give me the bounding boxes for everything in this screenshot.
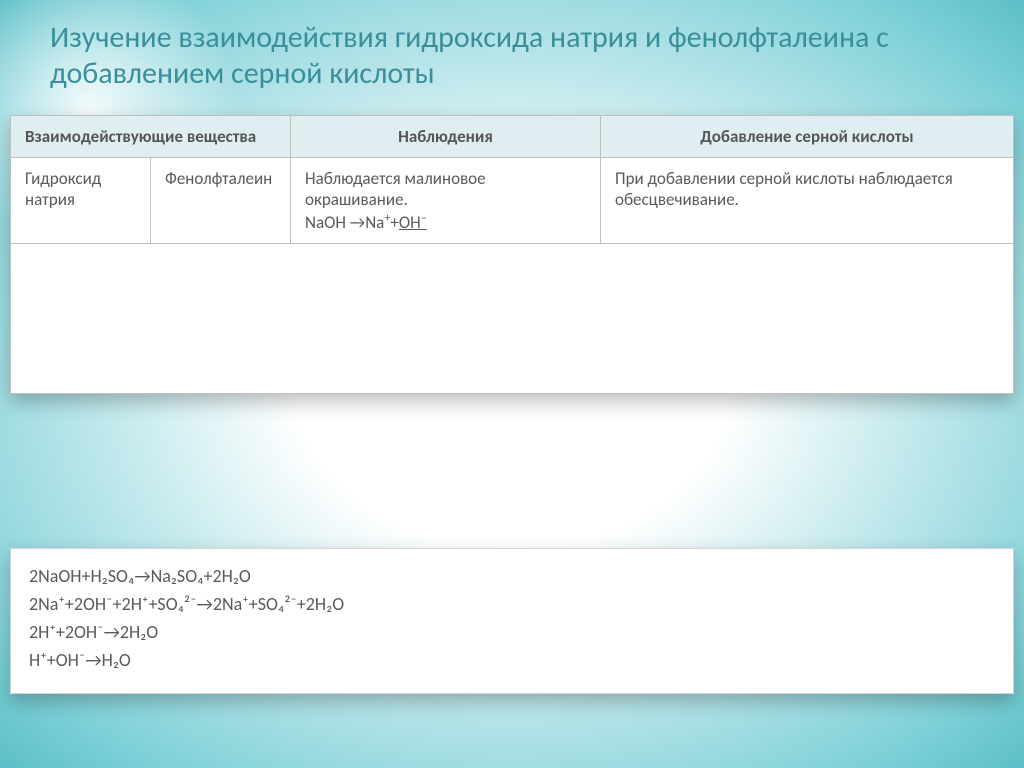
formula-box: 2NaOH+H₂SO₄→Na₂SO₄+2H₂O 2Na⁺+2OH⁻+2H⁺+SO… — [10, 548, 1014, 694]
formula-line-3: 2H⁺+2OH⁻→2H₂O — [29, 619, 995, 647]
formula-line-1: 2NaOH+H₂SO₄→Na₂SO₄+2H₂O — [29, 563, 995, 591]
observation-formula: NaOH →Na++OH– — [305, 212, 427, 233]
header-acid: Добавление серной кислоты — [601, 116, 1014, 158]
observation-text: Наблюдается малиновое окрашивание. — [305, 168, 486, 210]
cell-observation: Наблюдается малиновое окрашивание. NaOH … — [291, 158, 601, 244]
formula-line-2: 2Na⁺+2OH⁻+2H⁺+SO₄²⁻→2Na⁺+SO₄²⁻+2H₂O — [29, 591, 995, 619]
formula-line-4: H⁺+OH⁻→H₂O — [29, 647, 995, 675]
header-row: Взаимодействующие вещества Наблюдения До… — [11, 116, 1014, 158]
data-row: Гидроксид натрия Фенолфталеин Наблюдаетс… — [11, 158, 1014, 244]
main-table: Взаимодействующие вещества Наблюдения До… — [10, 115, 1014, 394]
cell-acid: При добавлении серной кислоты наблюдаетс… — [601, 158, 1014, 244]
spacer-cell — [11, 243, 1014, 393]
main-table-wrap: Взаимодействующие вещества Наблюдения До… — [10, 115, 1014, 394]
slide-title: Изучение взаимодействия гидроксида натри… — [50, 20, 984, 92]
cell-substance2: Фенолфталеин — [151, 158, 291, 244]
spacer-row — [11, 243, 1014, 393]
header-observations: Наблюдения — [291, 116, 601, 158]
cell-substance1: Гидроксид натрия — [11, 158, 151, 244]
slide: Изучение взаимодействия гидроксида натри… — [0, 0, 1024, 768]
observation-oh: OH– — [399, 212, 427, 233]
header-substances: Взаимодействующие вещества — [11, 116, 291, 158]
